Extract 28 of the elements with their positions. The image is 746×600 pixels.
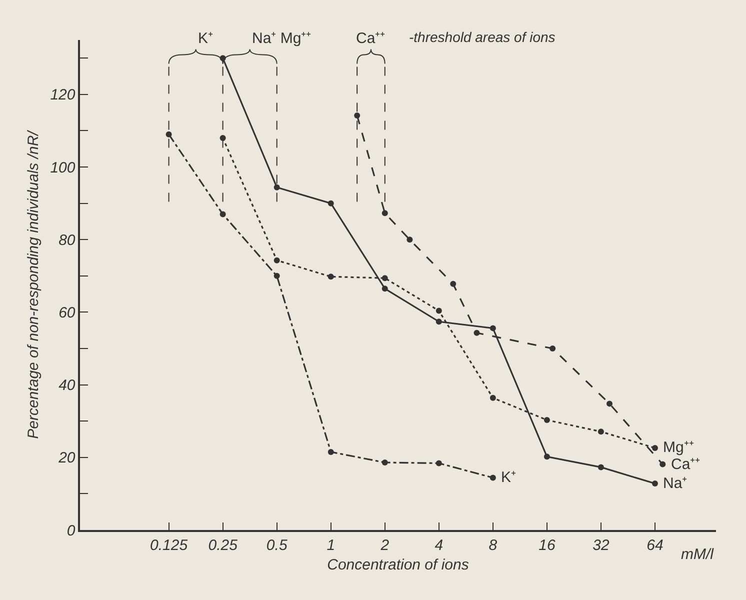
y-tick-label: 40 (58, 377, 76, 394)
ref-line-label: Ca⁺⁺ (356, 30, 386, 47)
y-tick-label: 120 (50, 86, 76, 104)
y-tick-label: 80 (58, 232, 76, 249)
x-tick-label: 16 (538, 536, 556, 554)
x-tick-label: 0.125 (150, 536, 188, 554)
y-axis-title: Percentage of non-responding individuals /nR/ (24, 129, 42, 439)
x-tick-label: 64 (646, 536, 664, 554)
y-tick-label: 60 (58, 304, 76, 322)
x-tick-label: 8 (488, 536, 498, 554)
annotation: -threshold areas of ions (409, 29, 556, 45)
ref-line-label: Na⁺ Mg⁺⁺ (252, 30, 312, 47)
x-tick-label: 32 (592, 536, 610, 554)
x-tick-label: 4 (434, 536, 444, 554)
x-axis-title: Concentration of ions (327, 556, 470, 574)
series-label: Ca⁺⁺ (671, 456, 700, 473)
text: mM/l (681, 546, 714, 563)
y-tick-label: 20 (58, 450, 76, 467)
y-tick-label: 100 (50, 159, 76, 176)
x-tick-label: 0.5 (266, 536, 288, 554)
ref-line-label: K⁺ (198, 30, 214, 47)
y-tick-label: 0 (66, 522, 76, 540)
series-label: Na⁺ (663, 475, 688, 492)
series-label: Mg⁺⁺ (663, 439, 694, 456)
x-tick-label: 1 (326, 536, 336, 554)
series-label: K⁺ (501, 469, 516, 486)
x-tick-label: 0.25 (208, 536, 238, 554)
x-tick-label: 2 (380, 536, 390, 554)
